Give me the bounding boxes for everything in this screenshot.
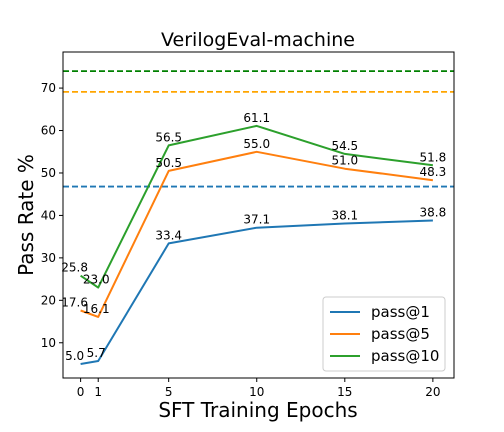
data-label-pass-at-1: 33.4	[155, 228, 182, 242]
data-label-pass-at-10: 54.5	[331, 139, 358, 153]
series-line-pass-at-5	[80, 150, 434, 318]
legend-box	[322, 296, 446, 372]
x-tick-label: 5	[165, 385, 173, 399]
legend-label-pass-at-1: pass@1	[371, 303, 430, 321]
data-label-pass-at-1: 5.7	[87, 346, 106, 360]
plot-frame	[62, 51, 455, 379]
data-label-pass-at-5: 50.5	[155, 156, 182, 170]
data-label-pass-at-5: 55.0	[243, 137, 270, 151]
y-axis-title: Pass Rate %	[14, 154, 38, 276]
x-tick-label: 15	[337, 385, 352, 399]
legend-label-pass-at-5: pass@5	[371, 325, 430, 343]
data-label-pass-at-1: 5.0	[65, 349, 84, 363]
data-label-pass-at-10: 25.8	[61, 261, 88, 275]
data-label-pass-at-5: 16.1	[83, 302, 110, 316]
y-tick-label: 30	[41, 251, 56, 265]
y-tick-label: 70	[41, 81, 56, 95]
x-tick-label: 0	[77, 385, 85, 399]
series-lines	[80, 124, 434, 365]
data-label-pass-at-5: 48.3	[420, 165, 447, 179]
data-label-pass-at-10: 23.0	[83, 273, 110, 287]
chart-title: VerilogEval-machine	[161, 29, 355, 51]
data-label-pass-at-1: 38.1	[331, 208, 358, 222]
data-label-pass-at-1: 37.1	[243, 213, 270, 227]
y-tick-label: 60	[41, 124, 56, 138]
data-label-pass-at-1: 38.8	[420, 206, 447, 220]
data-labels: 5.0 5.7 33.4 37.1 38.1 38.8 17.616.1 50.5 55.0 51…	[61, 111, 446, 363]
y-tick-label: 20	[41, 293, 56, 307]
data-label-pass-at-5: 51.0	[331, 154, 358, 168]
data-label-pass-at-10: 61.1	[243, 111, 270, 125]
series-line-pass-at-10	[80, 124, 434, 289]
x-tick-label: 20	[425, 385, 440, 399]
data-label-pass-at-10: 51.8	[420, 150, 447, 164]
x-tick-label: 10	[249, 385, 264, 399]
data-label-pass-at-5: 17.6	[61, 296, 88, 310]
legend-label-pass-at-10: pass@10	[371, 347, 439, 365]
y-tick-label: 40	[41, 208, 56, 222]
reference-lines	[63, 70, 454, 188]
y-tick-label: 50	[41, 166, 56, 180]
x-tick-label: 1	[94, 385, 102, 399]
data-label-pass-at-10: 56.5	[155, 130, 182, 144]
series-line-pass-at-1	[80, 219, 433, 365]
x-axis-title: SFT Training Epochs	[158, 398, 357, 422]
y-tick-label: 10	[41, 336, 56, 350]
legend: pass@1 pass@5 pass@10	[322, 296, 446, 372]
